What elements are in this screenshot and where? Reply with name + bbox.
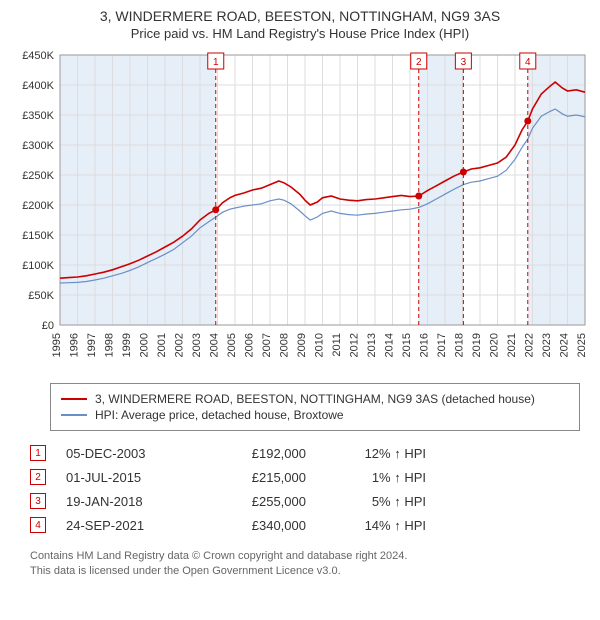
sale-badge: 1 [30,445,46,461]
price-chart: £0 £50K £100K £150K £200K £250K £300K £350K £400… [10,45,590,375]
title-line-2: Price paid vs. HM Land Registry's House … [10,26,590,41]
svg-text:2000: 2000 [139,333,151,357]
chart-legend: 3, WINDERMERE ROAD, BEESTON, NOTTINGHAM,… [50,383,580,431]
svg-text:3: 3 [461,57,467,68]
svg-text:2017: 2017 [436,333,448,357]
svg-text:£350K: £350K [22,110,54,122]
svg-text:£100K: £100K [22,260,54,272]
svg-text:2012: 2012 [349,333,361,357]
sale-date: 24-SEP-2021 [66,518,186,533]
svg-text:2006: 2006 [244,333,256,357]
legend-item: 3, WINDERMERE ROAD, BEESTON, NOTTINGHAM,… [61,392,569,406]
sales-table: 1 05-DEC-2003 £192,000 12% ↑ HPI 2 01-JUL-201… [30,441,580,537]
sales-row: 2 01-JUL-2015 £215,000 1% ↑ HPI [30,465,580,489]
svg-text:1: 1 [213,57,219,68]
svg-text:2011: 2011 [331,333,343,357]
svg-text:2024: 2024 [559,333,571,357]
footer-attribution: Contains HM Land Registry data © Crown c… [30,549,580,579]
svg-text:2: 2 [416,57,422,68]
svg-text:1998: 1998 [104,333,116,357]
svg-text:£50K: £50K [28,290,54,302]
svg-text:£250K: £250K [22,170,54,182]
svg-text:2007: 2007 [261,333,273,357]
svg-text:2021: 2021 [506,333,518,357]
svg-text:2016: 2016 [419,333,431,357]
sales-row: 3 19-JAN-2018 £255,000 5% ↑ HPI [30,489,580,513]
svg-text:1995: 1995 [51,333,63,357]
chart-svg: £0 £50K £100K £150K £200K £250K £300K £350K £400… [10,45,590,375]
svg-text:2023: 2023 [541,333,553,357]
svg-text:2018: 2018 [454,333,466,357]
sale-badge: 3 [30,493,46,509]
svg-text:£400K: £400K [22,80,54,92]
svg-text:£200K: £200K [22,200,54,212]
svg-text:1997: 1997 [86,333,98,357]
svg-text:4: 4 [525,57,531,68]
legend-swatch [61,398,87,400]
sale-price: £255,000 [206,494,306,509]
sale-price: £192,000 [206,446,306,461]
svg-text:2020: 2020 [489,333,501,357]
svg-text:2004: 2004 [209,333,221,357]
svg-text:2005: 2005 [226,333,238,357]
svg-text:2019: 2019 [471,333,483,357]
sale-pct-vs-hpi: 5% ↑ HPI [326,494,426,509]
title-line-1: 3, WINDERMERE ROAD, BEESTON, NOTTINGHAM,… [10,8,590,24]
sale-price: £215,000 [206,470,306,485]
sale-pct-vs-hpi: 14% ↑ HPI [326,518,426,533]
svg-text:2022: 2022 [524,333,536,357]
sale-pct-vs-hpi: 12% ↑ HPI [326,446,426,461]
svg-text:1999: 1999 [121,333,133,357]
sale-price: £340,000 [206,518,306,533]
sale-date: 05-DEC-2003 [66,446,186,461]
svg-text:£300K: £300K [22,140,54,152]
chart-titles: 3, WINDERMERE ROAD, BEESTON, NOTTINGHAM,… [0,0,600,45]
sale-badge: 4 [30,517,46,533]
sale-badge: 2 [30,469,46,485]
sale-date: 01-JUL-2015 [66,470,186,485]
svg-text:2014: 2014 [384,333,396,357]
svg-text:2003: 2003 [191,333,203,357]
legend-label: 3, WINDERMERE ROAD, BEESTON, NOTTINGHAM,… [95,392,535,406]
sales-row: 1 05-DEC-2003 £192,000 12% ↑ HPI [30,441,580,465]
svg-text:1996: 1996 [69,333,81,357]
footer-line-1: Contains HM Land Registry data © Crown c… [30,549,580,564]
legend-label: HPI: Average price, detached house, Brox… [95,408,344,422]
svg-text:2009: 2009 [296,333,308,357]
sales-row: 4 24-SEP-2021 £340,000 14% ↑ HPI [30,513,580,537]
sale-date: 19-JAN-2018 [66,494,186,509]
svg-text:2025: 2025 [576,333,588,357]
footer-line-2: This data is licensed under the Open Gov… [30,564,580,579]
svg-text:2013: 2013 [366,333,378,357]
svg-text:2001: 2001 [156,333,168,357]
sale-pct-vs-hpi: 1% ↑ HPI [326,470,426,485]
svg-text:2010: 2010 [314,333,326,357]
svg-text:£450K: £450K [22,50,54,62]
svg-text:2002: 2002 [174,333,186,357]
svg-text:£150K: £150K [22,230,54,242]
legend-item: HPI: Average price, detached house, Brox… [61,408,569,422]
legend-swatch [61,414,87,416]
svg-text:£0: £0 [42,320,54,332]
svg-text:2015: 2015 [401,333,413,357]
svg-text:2008: 2008 [279,333,291,357]
